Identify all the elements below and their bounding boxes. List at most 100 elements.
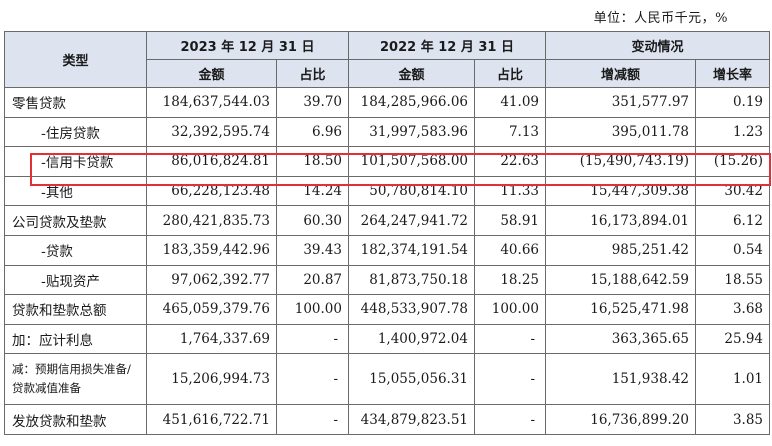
growth-rate: 0.54	[694, 234, 771, 266]
growth-rate: 3.68	[694, 294, 771, 325]
share-2023: 60.30	[276, 205, 349, 236]
change-amount: 16,525,471.98	[545, 294, 696, 325]
table-row: 减：预期信用损失准备/贷款减值准备 15,206,994.73 - 15,055…	[4, 353, 771, 406]
row-label: -贷款	[4, 234, 147, 266]
table-row: -贴现资产 97,062,392.77 20.87 81,873,750.18 …	[4, 264, 771, 296]
amount-2023: 15,206,994.73	[146, 353, 277, 406]
amount-2022: 182,374,191.54	[348, 234, 475, 266]
share-2022: 11.33	[474, 175, 546, 207]
share-2022: -	[474, 404, 546, 435]
amount-2023: 184,637,544.03	[146, 87, 277, 118]
amount-2022: 101,507,568.00	[348, 146, 475, 177]
share-2023: 39.70	[276, 87, 349, 118]
growth-rate: 25.94	[694, 323, 771, 355]
row-label: -住房贷款	[4, 116, 147, 148]
amount-2022: 1,400,972.04	[348, 323, 475, 355]
table-row-highlighted: -信用卡贷款 86,016,824.81 18.50 101,507,568.0…	[4, 146, 771, 177]
share-2023: -	[276, 323, 349, 355]
share-2022: 58.91	[474, 205, 546, 236]
share-2023: 18.50	[276, 146, 349, 177]
header-type: 类型	[4, 31, 147, 88]
change-amount: 395,011.78	[545, 116, 696, 148]
table-row: 发放贷款和垫款 451,616,722.71 - 434,879,823.51 …	[4, 404, 771, 435]
row-label: 发放贷款和垫款	[4, 404, 147, 435]
share-2022: 7.13	[474, 116, 546, 148]
amount-2022: 31,997,583.96	[348, 116, 475, 148]
header-2022: 2022 年 12 月 31 日	[348, 31, 546, 60]
table-row: 公司贷款及垫款 280,421,835.73 60.30 264,247,941…	[4, 205, 771, 236]
row-label: -其他	[4, 175, 147, 207]
growth-rate: 1.01	[694, 353, 771, 406]
header-2023: 2023 年 12 月 31 日	[146, 31, 349, 60]
amount-2022: 81,873,750.18	[348, 264, 475, 296]
header-growth: 增长率	[694, 59, 771, 88]
table-row: -贷款 183,359,442.96 39.43 182,374,191.54 …	[4, 234, 771, 266]
amount-2023: 1,764,337.69	[146, 323, 277, 355]
table-row: 加：应计利息 1,764,337.69 - 1,400,972.04 - 363…	[4, 323, 771, 355]
header-change-amount: 增减额	[545, 59, 696, 88]
row-label: 零售贷款	[4, 87, 147, 118]
row-label: -贴现资产	[4, 264, 147, 296]
share-2023: 20.87	[276, 264, 349, 296]
change-amount: (15,490,743.19)	[545, 146, 696, 177]
table-row: -其他 66,228,123.48 14.24 50,780,814.10 11…	[4, 175, 771, 207]
share-2023: -	[276, 353, 349, 406]
header-share-2023: 占比	[276, 59, 349, 88]
table-row: -住房贷款 32,392,595.74 6.96 31,997,583.96 7…	[4, 116, 771, 148]
share-2023: 6.96	[276, 116, 349, 148]
share-2022: -	[474, 353, 546, 406]
change-amount: 363,365.65	[545, 323, 696, 355]
share-2022: 100.00	[474, 294, 546, 325]
row-label: 加：应计利息	[4, 323, 147, 355]
header-share-2022: 占比	[474, 59, 546, 88]
header-change: 变动情况	[544, 31, 771, 60]
amount-2022: 15,055,056.31	[348, 353, 475, 406]
change-amount: 16,736,899.20	[545, 404, 696, 435]
header-amount-2023: 金额	[146, 59, 277, 88]
share-2023: 39.43	[276, 234, 349, 266]
amount-2023: 66,228,123.48	[146, 175, 277, 207]
share-2022: 22.63	[474, 146, 546, 177]
growth-rate: (15.26)	[694, 146, 771, 177]
growth-rate: 3.85	[694, 404, 771, 435]
unit-note: 单位：人民币千元，%	[593, 11, 728, 26]
loan-table: 类型 2023 年 12 月 31 日 2022 年 12 月 31 日 变动情…	[4, 31, 771, 435]
amount-2022: 448,533,907.78	[348, 294, 475, 325]
amount-2023: 97,062,392.77	[146, 264, 277, 296]
change-amount: 15,447,309.38	[545, 175, 696, 207]
amount-2023: 465,059,379.76	[146, 294, 277, 325]
share-2023: -	[276, 404, 349, 435]
amount-2022: 434,879,823.51	[348, 404, 475, 435]
growth-rate: 1.23	[694, 116, 771, 148]
amount-2023: 32,392,595.74	[146, 116, 277, 148]
row-label: 减：预期信用损失准备/贷款减值准备	[4, 353, 147, 406]
amount-2023: 183,359,442.96	[146, 234, 277, 266]
share-2023: 100.00	[276, 294, 349, 325]
amount-2022: 184,285,966.06	[348, 87, 475, 118]
row-label: 公司贷款及垫款	[4, 205, 147, 236]
share-2022: 41.09	[474, 87, 546, 118]
header-amount-2022: 金额	[348, 59, 475, 88]
amount-2023: 86,016,824.81	[146, 146, 277, 177]
growth-rate: 18.55	[694, 264, 771, 296]
row-label: -信用卡贷款	[4, 146, 147, 177]
share-2023: 14.24	[276, 175, 349, 207]
share-2022: 40.66	[474, 234, 546, 266]
amount-2023: 280,421,835.73	[146, 205, 277, 236]
amount-2023: 451,616,722.71	[146, 404, 277, 435]
change-amount: 151,938.42	[545, 353, 696, 406]
share-2022: 18.25	[474, 264, 546, 296]
amount-2022: 264,247,941.72	[348, 205, 475, 236]
amount-2022: 50,780,814.10	[348, 175, 475, 207]
row-label: 贷款和垫款总额	[4, 294, 147, 325]
table-row: 贷款和垫款总额 465,059,379.76 100.00 448,533,90…	[4, 294, 771, 325]
share-2022: -	[474, 323, 546, 355]
growth-rate: 0.19	[694, 87, 771, 118]
change-amount: 15,188,642.59	[545, 264, 696, 296]
growth-rate: 30.42	[694, 175, 771, 207]
table-row: 零售贷款 184,637,544.03 39.70 184,285,966.06…	[4, 87, 771, 118]
change-amount: 351,577.97	[545, 87, 696, 118]
change-amount: 16,173,894.01	[545, 205, 696, 236]
change-amount: 985,251.42	[545, 234, 696, 266]
growth-rate: 6.12	[694, 205, 771, 236]
